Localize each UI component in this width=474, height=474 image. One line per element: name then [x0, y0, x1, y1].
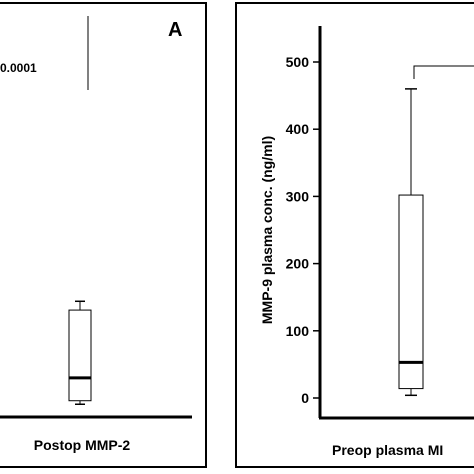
panel-a: A 0.0001 Postop MMP-2 [0, 2, 207, 468]
panel-b-y-tick-label: 300 [286, 188, 310, 204]
panel-b-significance-bracket [413, 65, 474, 79]
panel-a-frame [0, 2, 207, 468]
panel-b-y-tick-label: 0 [301, 390, 309, 406]
panel-a-box-plot [68, 300, 92, 405]
panel-b-box-plot [398, 88, 424, 397]
panel-b-category-label: Preop plasma MI [332, 442, 443, 458]
panel-b-y-tick-label: 100 [286, 323, 310, 339]
panel-b: MMP-9 plasma conc. (ng/ml) 0 100 200 300 400… [235, 2, 474, 468]
panel-b-box [398, 194, 424, 390]
panel-b-y-tick-label: 500 [286, 54, 310, 70]
panel-a-category-label: Postop MMP-2 [34, 437, 131, 453]
panel-a-box [68, 309, 92, 402]
panel-b-frame [235, 2, 474, 468]
panel-a-letter: A [168, 19, 182, 41]
panel-a-p-value: 0.0001 [0, 61, 37, 75]
panel-b-y-tick-label: 200 [286, 256, 310, 272]
panel-b-y-tick-label: 400 [286, 121, 310, 137]
panel-b-y-axis-label: MMP-9 plasma conc. (ng/ml) [259, 136, 275, 324]
panel-b-y-ticks: 0 100 200 300 400 500 [286, 54, 320, 406]
